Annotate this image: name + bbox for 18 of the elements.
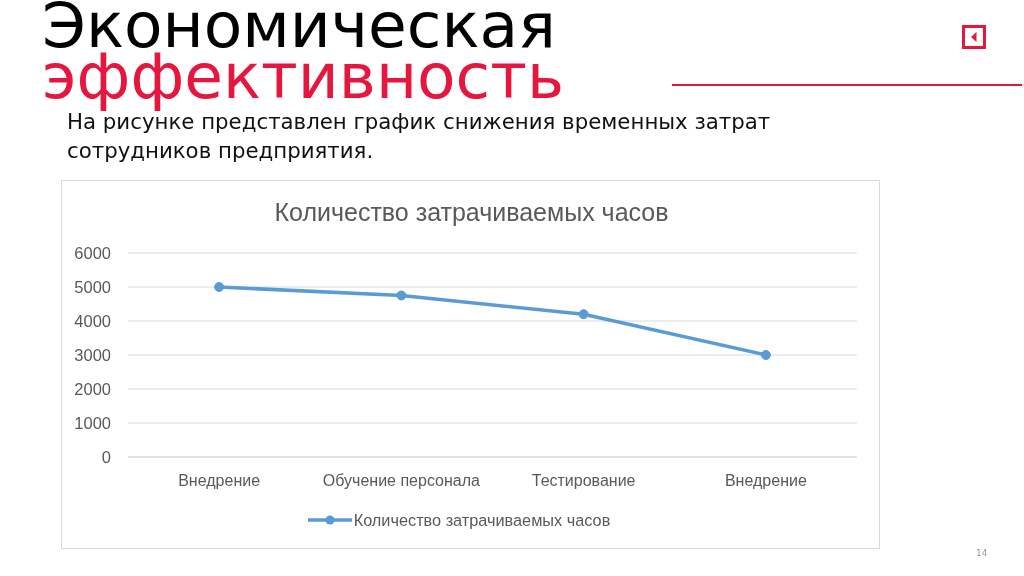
- y-tick-label: 6000: [74, 243, 111, 262]
- x-tick-label: Внедрение: [178, 472, 261, 490]
- point: [578, 309, 589, 320]
- x-tick-label: Тестирование: [531, 472, 636, 490]
- legend-label: Количество затрачиваемых часов: [353, 510, 611, 530]
- chart-title: Количество затрачиваемых часов: [273, 198, 670, 227]
- point: [214, 282, 225, 292]
- x-tick-label: Внедрение: [724, 472, 807, 490]
- y-tick-label: 1000: [74, 413, 111, 432]
- x-tick-label: Обучение персонала: [322, 472, 481, 490]
- y-tick-label: 5000: [74, 277, 111, 296]
- y-tick-label: 0: [101, 447, 111, 466]
- y-tick-label: 4000: [74, 311, 111, 330]
- y-tick-label: 3000: [74, 345, 111, 364]
- point: [396, 290, 407, 301]
- y-tick-label: 2000: [74, 379, 111, 398]
- text: 14: [976, 548, 988, 558]
- point: [760, 350, 771, 360]
